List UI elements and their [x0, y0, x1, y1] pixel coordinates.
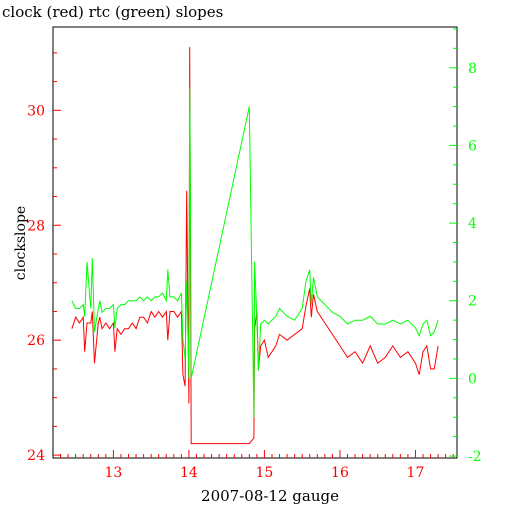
x-tick-label: 16 — [331, 465, 349, 481]
rtc-series-line — [71, 87, 439, 418]
x-tick-label: 13 — [104, 465, 122, 481]
y-right-tick-label: 2 — [468, 294, 477, 310]
y-left-tick-label: 24 — [27, 448, 45, 464]
x-tick-label: 14 — [180, 465, 198, 481]
y-left-tick-label: 28 — [27, 218, 45, 234]
y-left-tick-label: 26 — [27, 333, 45, 349]
y-right-tick-label: 4 — [468, 216, 477, 232]
y-right-tick-label: -2 — [468, 449, 482, 465]
x-tick-label: 17 — [407, 465, 425, 481]
chart-title: clock (red) rtc (green) slopes — [2, 3, 223, 21]
y-left-tick-label: 30 — [27, 103, 45, 119]
y-right-tick-label: 8 — [468, 61, 477, 77]
x-tick-label: 15 — [256, 465, 274, 481]
x-axis-label: 2007-08-12 gauge — [201, 487, 339, 505]
y-axis-label: clockslope — [13, 206, 29, 280]
y-right-tick-label: 0 — [468, 371, 477, 387]
y-right-tick-label: 6 — [468, 138, 477, 154]
